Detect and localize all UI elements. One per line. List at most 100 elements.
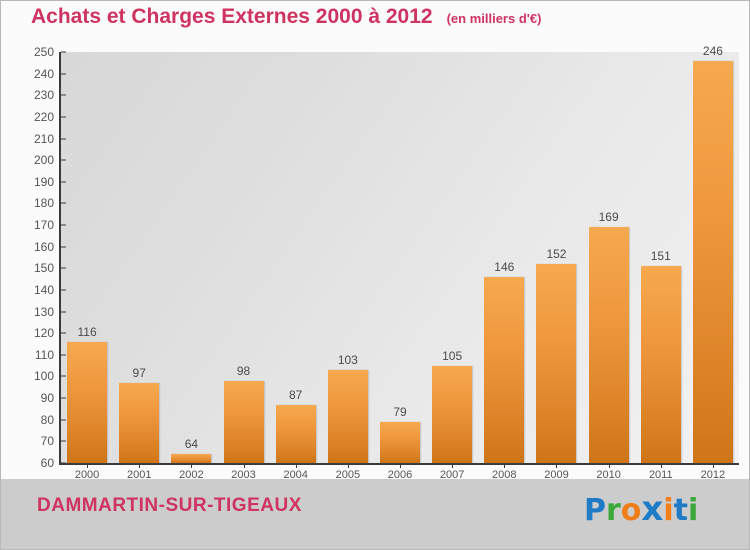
x-axis-tick-mark xyxy=(139,463,141,468)
y-axis-tick-label: 210 xyxy=(33,131,54,146)
y-axis-tick-mark xyxy=(61,354,66,356)
bar-value-label: 116 xyxy=(77,324,97,339)
y-axis-tick-mark xyxy=(61,289,66,291)
bar-2008[interactable]: 146 xyxy=(484,260,525,463)
y-axis-tick-mark xyxy=(61,462,66,464)
y-axis-tick-label: 240 xyxy=(33,66,54,81)
logo-letter-o: o xyxy=(620,493,642,528)
chart-header: Achats et Charges Externes 2000 à 2012 (e… xyxy=(1,1,749,39)
y-axis-tick-mark xyxy=(61,159,66,161)
y-axis-tick-label: 200 xyxy=(33,153,54,168)
y-axis-tick-label: 70 xyxy=(40,434,54,449)
logo-letter-x: x xyxy=(641,489,664,529)
bar-value-label: 105 xyxy=(442,348,463,363)
y-axis-tick-label: 220 xyxy=(33,109,54,124)
bar-2011[interactable]: 151 xyxy=(640,249,681,463)
y-axis-tick-label: 130 xyxy=(33,304,54,319)
y-axis-tick-label: 230 xyxy=(33,88,54,103)
y-axis-tick-mark xyxy=(61,246,66,248)
y-axis-tick-mark xyxy=(61,332,66,334)
x-axis-tick-label: 2002 xyxy=(179,469,204,481)
bar-value-label: 97 xyxy=(132,365,146,380)
x-axis-tick-label: 2001 xyxy=(126,469,152,481)
logo-letter-i2: i xyxy=(688,493,699,528)
y-axis-tick-label: 190 xyxy=(33,174,54,189)
y-axis-tick-mark xyxy=(61,224,66,226)
y-axis-tick-mark xyxy=(61,94,66,96)
bar-value-label: 79 xyxy=(393,404,407,419)
bar-2012[interactable]: 246 xyxy=(692,44,733,463)
page-title: Achats et Charges Externes 2000 à 2012 xyxy=(31,5,433,28)
y-axis-tick-mark xyxy=(61,375,66,377)
y-axis-tick-mark xyxy=(61,419,66,421)
x-axis-tick-label: 2012 xyxy=(700,469,726,481)
commune-name: DAMMARTIN-SUR-TIGEAUX xyxy=(37,495,302,516)
bar-2002[interactable]: 64 xyxy=(171,437,212,463)
bar-value-label: 98 xyxy=(236,363,251,378)
x-axis-tick-label: 2003 xyxy=(231,469,256,481)
bar-2004[interactable]: 87 xyxy=(275,388,316,463)
x-axis-tick-label: 2008 xyxy=(492,469,517,481)
y-axis-tick-label: 100 xyxy=(33,369,54,384)
y-axis-tick-mark xyxy=(61,181,66,183)
y-axis-tick-label: 110 xyxy=(34,347,54,362)
y-axis-tick-mark xyxy=(61,73,66,75)
x-axis-tick-mark xyxy=(243,463,245,468)
x-axis-tick-label: 2011 xyxy=(648,469,673,481)
y-axis-tick-mark xyxy=(61,440,66,442)
y-axis-tick-label: 150 xyxy=(33,261,54,276)
y-axis-tick-label: 250 xyxy=(33,45,54,59)
bar-2001[interactable]: 97 xyxy=(119,366,160,463)
x-axis-tick-mark xyxy=(295,463,297,468)
x-axis-tick-label: 2004 xyxy=(283,469,308,481)
plot-area: 250 240 230 220 210 200 190 180 170 160 150 140 130 1… xyxy=(34,44,739,481)
y-axis-tick-label: 60 xyxy=(40,456,54,470)
x-axis-tick-mark xyxy=(191,463,193,468)
x-axis-tick-mark xyxy=(712,463,714,468)
bar-2009[interactable]: 152 xyxy=(536,247,577,463)
y-axis-tick-mark xyxy=(61,202,66,204)
bar-2006[interactable]: 79 xyxy=(380,405,420,463)
bar-value-label: 103 xyxy=(337,352,358,367)
bar-2010[interactable]: 169 xyxy=(588,210,629,463)
x-axis-tick-mark xyxy=(87,463,89,468)
y-axis-tick-label: 90 xyxy=(40,391,54,406)
y-axis-tick-mark xyxy=(61,116,66,118)
bar-2003[interactable]: 98 xyxy=(223,364,264,463)
bar-value-label: 169 xyxy=(598,210,619,225)
x-axis-tick-label: 2006 xyxy=(387,469,413,481)
page-subtitle: (en milliers d'€) xyxy=(446,11,542,26)
y-axis-tick-label: 140 xyxy=(33,282,54,297)
logo-letter-i1: i xyxy=(663,493,674,528)
title-row: Achats et Charges Externes 2000 à 2012 (e… xyxy=(31,5,541,29)
y-axis-tick-label: 180 xyxy=(33,196,54,211)
y-axis-tick-mark xyxy=(61,51,66,53)
bar-value-label: 87 xyxy=(289,387,303,402)
y-axis-tick-label: 160 xyxy=(33,239,54,254)
logo-letter-r: r xyxy=(606,493,621,528)
bar-2007[interactable]: 105 xyxy=(432,349,473,463)
bar-value-label: 152 xyxy=(546,247,567,261)
bar-2005[interactable]: 103 xyxy=(327,353,368,463)
bar-value-label: 151 xyxy=(650,249,671,264)
x-axis-tick-mark xyxy=(556,463,558,468)
logo-letter-p: P xyxy=(584,493,606,528)
x-axis-tick-label: 2009 xyxy=(544,469,569,481)
chart-frame: 250 240 230 220 210 200 190 180 170 160 150 140 130 1… xyxy=(1,39,749,481)
y-axis-tick-mark xyxy=(61,267,66,269)
chart-footer: DAMMARTIN-SUR-TIGEAUX Proxiti xyxy=(1,479,749,549)
y-axis-tick-mark xyxy=(61,311,66,313)
bar-2000[interactable]: 116 xyxy=(67,325,108,463)
x-axis-tick-label: 2000 xyxy=(74,469,100,481)
bar-value-label: 64 xyxy=(184,437,199,452)
x-axis-tick-label: 2010 xyxy=(596,469,621,481)
y-axis-tick-mark xyxy=(61,397,66,399)
logo-letter-t: t xyxy=(673,493,688,528)
proxiti-logo[interactable]: Proxiti xyxy=(584,487,698,531)
y-axis-tick-label: 170 xyxy=(33,218,54,233)
x-axis-tick-mark xyxy=(660,463,662,468)
x-axis-tick-mark xyxy=(347,463,349,468)
y-axis-tick-mark xyxy=(61,138,66,140)
x-axis-tick-mark xyxy=(504,463,506,468)
